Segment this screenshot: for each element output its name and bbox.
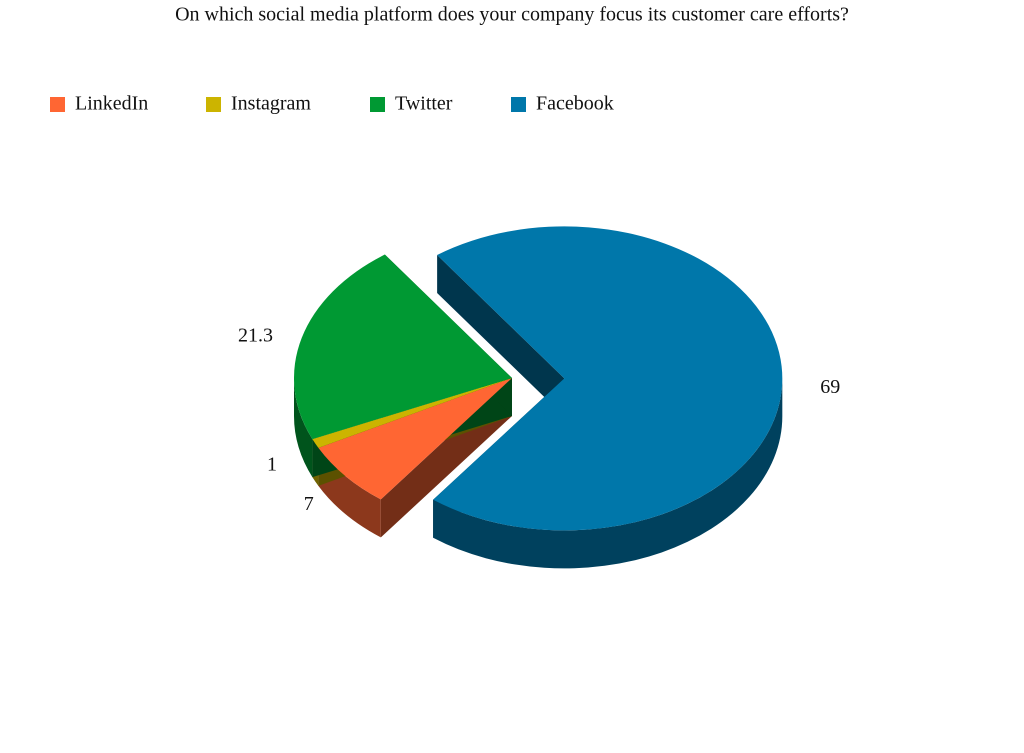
legend-swatch (50, 97, 65, 112)
data-label: 69 (820, 376, 840, 398)
pie-slice (293, 254, 512, 440)
pie-slice (312, 378, 512, 448)
legend-label: Instagram (231, 93, 311, 115)
data-label: 7 (304, 493, 314, 515)
legend-swatch (511, 97, 526, 112)
data-labels: 7 1 21.3 69 (238, 325, 840, 516)
data-label: 21.3 (238, 325, 273, 347)
legend-swatch (206, 97, 221, 112)
legend: LinkedIn Instagram Twitter Facebook (50, 93, 614, 115)
slice-side (294, 378, 313, 478)
pie-tops (293, 226, 783, 531)
pie-slice (433, 226, 783, 531)
pie-slice (318, 378, 512, 500)
legend-label: LinkedIn (75, 93, 148, 115)
legend-swatch (370, 97, 385, 112)
legend-label: Twitter (395, 93, 453, 115)
slice-wall (437, 254, 565, 417)
slice-side (433, 378, 783, 569)
data-label: 1 (267, 454, 277, 476)
legend-label: Facebook (536, 93, 614, 115)
chart-title: On which social media platform does your… (175, 4, 849, 26)
